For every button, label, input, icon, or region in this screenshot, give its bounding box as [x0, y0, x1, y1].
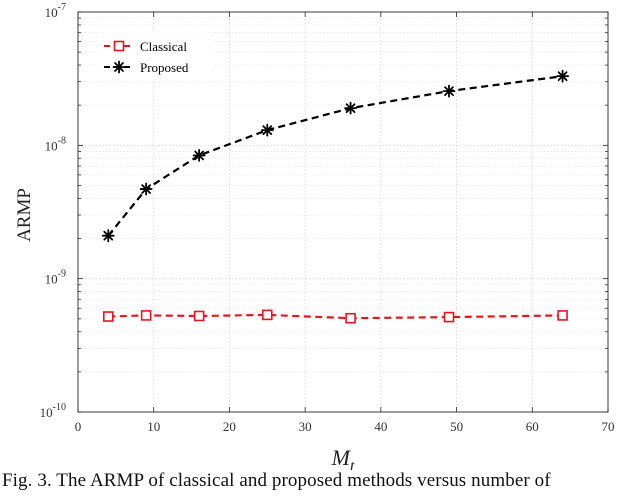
- data-point: [261, 309, 273, 321]
- x-tick-label: 60: [526, 419, 539, 434]
- data-point: [345, 312, 356, 324]
- data-point: [101, 229, 115, 243]
- legend: Classical Proposed: [97, 32, 213, 81]
- data-point: [442, 84, 456, 98]
- data-point: [344, 101, 357, 115]
- data-point: [557, 310, 568, 321]
- data-point: [193, 310, 205, 322]
- legend-marker: [112, 60, 126, 74]
- x-tick-label: 30: [299, 419, 312, 434]
- x-tick-label: 10: [147, 419, 160, 434]
- data-point: [556, 69, 569, 83]
- x-tick-label: 70: [602, 419, 615, 434]
- star-stroke: [103, 230, 114, 241]
- star-stroke: [444, 86, 454, 96]
- star-stroke: [262, 125, 273, 136]
- x-tick-label: 40: [374, 419, 387, 434]
- data-point: [102, 311, 114, 322]
- star-stroke: [114, 62, 124, 72]
- x-axis-label-main: M: [331, 445, 352, 470]
- star-stroke: [141, 184, 152, 194]
- figure-caption: Fig. 3. The ARMP of classical and propos…: [2, 470, 551, 491]
- series-layer: [101, 69, 569, 324]
- plot-frame: [77, 11, 609, 413]
- chart: 0 10 20 30 40 50 60 70 10-10 10-9 10-8 10-7 Classic…: [14, 2, 615, 470]
- x-tick-label: 50: [450, 419, 463, 434]
- legend-label: Proposed: [140, 60, 189, 75]
- y-tick-label: 10-8: [45, 135, 66, 153]
- data-point: [260, 123, 274, 137]
- star-stroke: [345, 103, 356, 114]
- series-classical: [102, 309, 568, 324]
- y-tick-label: 10-9: [45, 269, 66, 287]
- data-point: [140, 310, 152, 321]
- axis-ticks: 0 10 20 30 40 50 60 70 10-10 10-9 10-8 10-7: [40, 2, 615, 434]
- star-stroke: [557, 71, 568, 82]
- x-tick-label: 0: [75, 419, 82, 434]
- x-axis-label-subscript: t: [350, 458, 355, 470]
- y-tick-label: 10-10: [40, 402, 66, 420]
- data-point: [139, 182, 153, 196]
- y-axis-label: ARMP: [14, 188, 35, 242]
- data-point: [192, 149, 206, 162]
- star-stroke: [194, 150, 205, 161]
- x-tick-label: 20: [223, 419, 236, 434]
- data-point: [443, 311, 455, 323]
- y-tick-label: 10-7: [45, 2, 66, 20]
- series-proposed: [101, 69, 569, 243]
- x-axis-label: Mt: [331, 445, 355, 470]
- legend-marker: [113, 40, 125, 52]
- plot-border: [77, 11, 609, 413]
- legend-label: Classical: [140, 39, 187, 54]
